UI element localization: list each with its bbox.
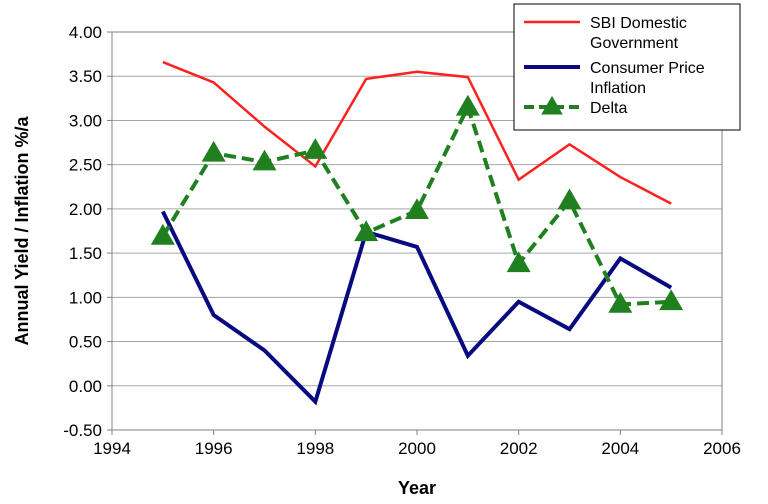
y-tick-label: 3.00 bbox=[69, 111, 102, 130]
x-tick-label: 1998 bbox=[296, 439, 334, 458]
data-point-marker bbox=[354, 220, 379, 242]
data-point-marker bbox=[150, 223, 175, 245]
series-consumer-price bbox=[161, 210, 673, 406]
series-layer bbox=[150, 60, 684, 406]
y-tick-label: 1.00 bbox=[69, 288, 102, 307]
data-point-marker bbox=[252, 149, 277, 171]
x-axis-ticks: 1994 1996 1998 2000 2002 2004 2006 bbox=[93, 430, 741, 458]
legend: SBI Domestic Government Consumer Price Infl… bbox=[513, 3, 741, 131]
data-point-marker bbox=[455, 94, 480, 116]
x-axis-title: Year bbox=[398, 478, 436, 498]
x-tick-label: 2006 bbox=[703, 439, 741, 458]
data-point-marker bbox=[557, 188, 582, 210]
y-tick-label: 0.00 bbox=[69, 377, 102, 396]
legend-label: Delta bbox=[590, 100, 627, 117]
x-tick-label: 2002 bbox=[500, 439, 538, 458]
x-tick-label: 2000 bbox=[398, 439, 436, 458]
series-line bbox=[162, 60, 672, 205]
y-tick-label: 3.50 bbox=[69, 67, 102, 86]
x-tick-label: 1994 bbox=[93, 439, 131, 458]
legend-label: Inflation bbox=[590, 80, 646, 97]
x-tick-label: 2004 bbox=[601, 439, 639, 458]
series-delta bbox=[150, 94, 684, 313]
data-point-marker bbox=[659, 289, 684, 311]
legend-label: Government bbox=[590, 35, 679, 52]
y-tick-label: 0.50 bbox=[69, 333, 102, 352]
legend-label: SBI Domestic bbox=[590, 15, 687, 32]
x-tick-label: 1996 bbox=[195, 439, 233, 458]
y-tick-label: -0.50 bbox=[63, 421, 102, 440]
y-tick-label: 2.00 bbox=[69, 200, 102, 219]
legend-label: Consumer Price bbox=[590, 60, 705, 77]
y-tick-label: 2.50 bbox=[69, 156, 102, 175]
legend-marker bbox=[541, 95, 563, 115]
data-point-marker bbox=[405, 198, 429, 220]
data-point-marker bbox=[608, 292, 633, 313]
y-tick-label: 1.50 bbox=[69, 244, 102, 263]
series-sbi-domestic bbox=[162, 60, 672, 205]
y-tick-label: 4.00 bbox=[69, 23, 102, 42]
y-axis-ticks: -0.50 0.00 0.50 1.00 1.50 2.00 2.50 3.00 3.50 4.0… bbox=[63, 23, 112, 440]
data-point-marker bbox=[303, 138, 328, 159]
data-point-marker bbox=[506, 251, 531, 273]
data-point-marker bbox=[201, 140, 226, 162]
y-axis-title: Annual Yield / Inflation %/a bbox=[12, 116, 32, 346]
series-line bbox=[161, 210, 673, 406]
